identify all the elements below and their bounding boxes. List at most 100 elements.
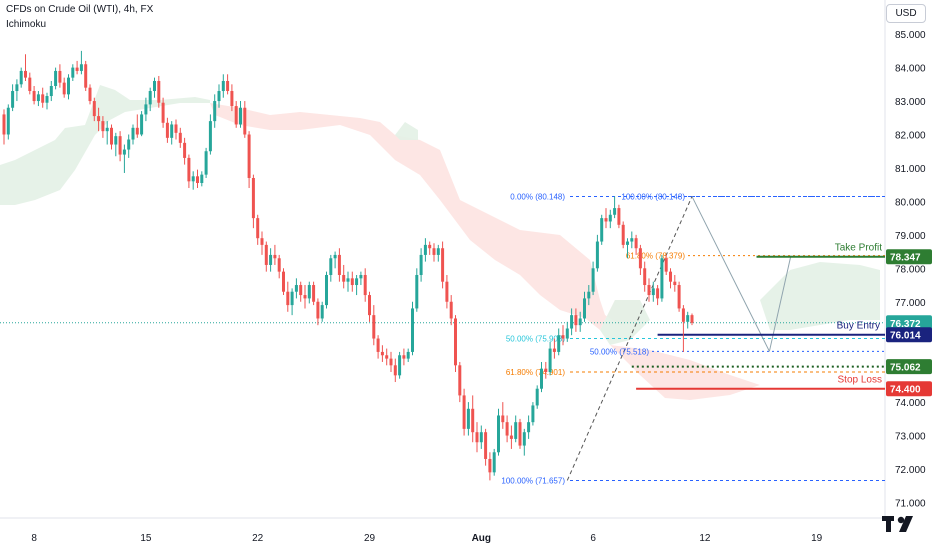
- candle-body: [626, 241, 629, 245]
- candle-body: [359, 274, 363, 279]
- fib-retracement-2: 100.00% (80.148) 61.80% (78.379) 50.00% (7…: [590, 192, 885, 356]
- candle-body: [372, 315, 376, 339]
- candle-body: [170, 124, 174, 138]
- y-tick-label: 82.000: [895, 131, 926, 142]
- candle-body: [651, 288, 655, 296]
- buy-entry-label: Buy Entry: [837, 321, 880, 332]
- candle-body: [213, 101, 217, 122]
- candle-body: [613, 208, 617, 215]
- y-tick-label: 74.000: [895, 398, 926, 409]
- candle-body: [458, 365, 462, 396]
- candle-body: [552, 348, 556, 352]
- candle-body: [617, 208, 621, 225]
- candle-body: [518, 422, 522, 446]
- candle-body: [28, 77, 32, 92]
- current-price-tag-bg: [886, 315, 932, 331]
- fib-level-label: 100.00% (80.148): [621, 192, 685, 201]
- candle-body: [282, 271, 285, 292]
- candle-body: [36, 94, 40, 102]
- x-tick-label: 29: [364, 533, 376, 544]
- currency-button[interactable]: USD: [886, 4, 926, 23]
- candle-body: [251, 177, 255, 219]
- candle-body: [303, 295, 307, 299]
- candle-body: [11, 91, 15, 108]
- candle-body: [312, 285, 316, 302]
- candle-body: [204, 151, 208, 175]
- support-price-tag: 75.062: [890, 363, 921, 374]
- candle-body: [669, 271, 672, 282]
- candle-body: [144, 104, 148, 115]
- candle-body: [376, 338, 380, 352]
- candle-body: [2, 114, 6, 135]
- candle-body: [32, 91, 36, 102]
- candle-body: [294, 285, 298, 292]
- candle-body: [690, 315, 694, 323]
- candle-body: [165, 122, 169, 138]
- candle-body: [307, 285, 311, 299]
- candle-body: [131, 127, 135, 140]
- candle-body: [656, 288, 660, 299]
- fib-level-label: 50.00% (75.903): [506, 334, 565, 343]
- candle-body: [118, 136, 122, 155]
- candle-body: [161, 102, 165, 123]
- candle-body: [320, 305, 324, 319]
- fib-level-label: 50.00% (75.518): [590, 347, 649, 356]
- candle-body: [187, 157, 191, 182]
- candle-body: [436, 248, 440, 255]
- candle-body: [368, 295, 371, 316]
- y-tick-label: 77.000: [895, 298, 926, 309]
- candle-body: [419, 254, 423, 275]
- candle-body: [226, 80, 230, 92]
- candle-body: [269, 254, 273, 265]
- fib-level-label: 100.00% (71.657): [501, 476, 565, 485]
- candle-body: [342, 274, 346, 282]
- candle-body: [221, 80, 225, 92]
- candle-body: [110, 127, 113, 145]
- candle-body: [247, 134, 251, 178]
- candle-body: [587, 291, 591, 299]
- indicator-label[interactable]: Ichimoku: [6, 19, 47, 30]
- candle-body: [92, 101, 96, 117]
- candle-body: [677, 285, 681, 309]
- candle-body: [264, 244, 268, 265]
- candle-body: [346, 278, 350, 282]
- y-tick-label: 78.000: [895, 264, 926, 275]
- candle-body: [105, 127, 109, 132]
- candle-body: [501, 415, 505, 423]
- candle-body: [475, 432, 479, 443]
- candle-body: [97, 116, 101, 122]
- candle-body: [466, 408, 470, 429]
- candle-body: [75, 67, 79, 71]
- candle-body: [441, 248, 445, 282]
- candle-body: [299, 285, 303, 296]
- candle-body: [135, 127, 139, 135]
- candle-body: [432, 248, 436, 255]
- candle-body: [122, 149, 126, 155]
- candle-body: [608, 214, 612, 222]
- candle-body: [84, 64, 88, 88]
- candle-body: [153, 80, 156, 92]
- cloud-segment: [395, 122, 418, 140]
- candle-body: [140, 114, 144, 135]
- candle-body: [497, 415, 500, 453]
- candle-body: [217, 91, 221, 102]
- support-price-tag-bg: [886, 359, 932, 375]
- candle-body: [286, 291, 290, 306]
- x-tick-label: 8: [31, 533, 37, 544]
- y-tick-label: 83.000: [895, 97, 926, 108]
- tradingview-logo-icon[interactable]: [882, 512, 922, 536]
- candle-body: [200, 174, 204, 184]
- x-tick-label: 6: [590, 533, 596, 544]
- candle-body: [380, 351, 384, 356]
- cloud-segment: [610, 345, 760, 400]
- candle-body: [260, 238, 264, 245]
- y-tick-label: 85.000: [895, 30, 926, 41]
- candle-body: [570, 315, 574, 329]
- candle-body: [484, 432, 488, 459]
- fib-retracement-1: 0.00% (80.148) 50.00% (75.903) 61.80% (74.…: [501, 192, 885, 485]
- fib-trend-line: [691, 196, 770, 352]
- y-tick-label: 72.000: [895, 465, 926, 476]
- candle-body: [385, 355, 389, 359]
- candle-body: [423, 244, 427, 255]
